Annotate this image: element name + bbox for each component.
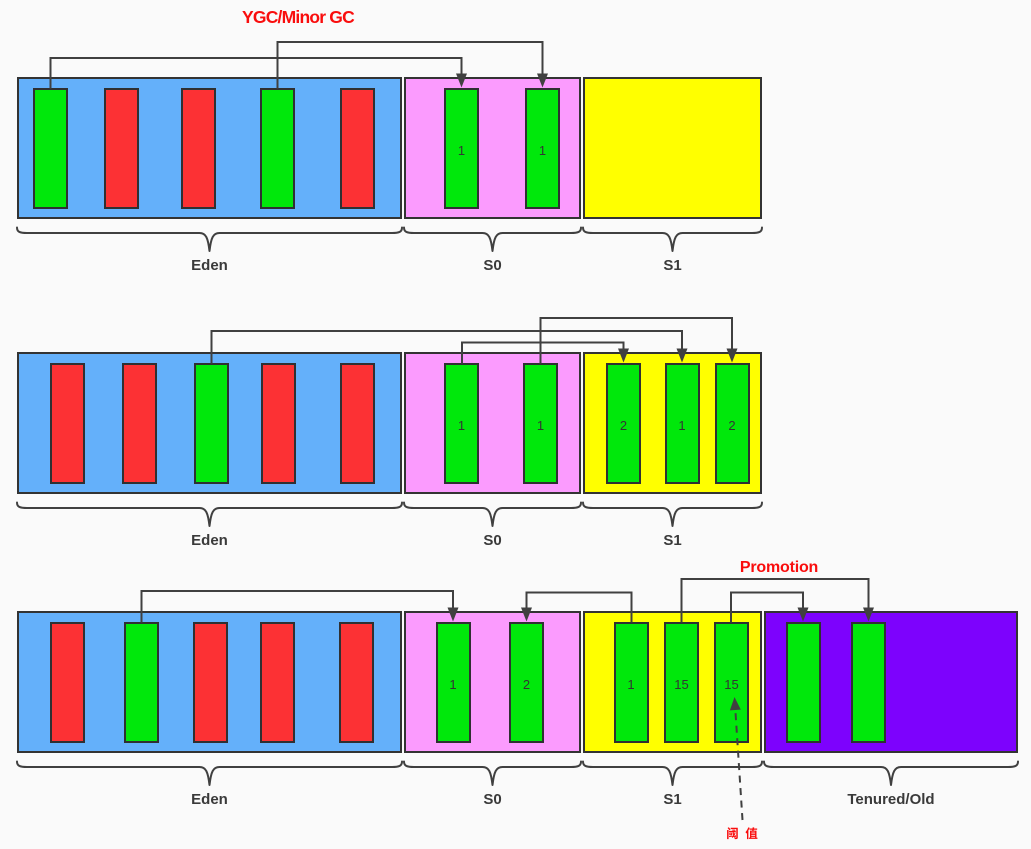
live-object-bar (194, 362, 229, 484)
dead-object-bar (260, 621, 295, 743)
threshold-label (727, 827, 758, 840)
brace-s0-row1 (403, 226, 582, 252)
region-s1-row1 (583, 77, 762, 219)
live-object-bar (851, 621, 886, 743)
brace-s0-row2 (403, 501, 582, 527)
object-age-label: 15 (674, 676, 689, 692)
ygc-minor-gc-label: YGC/Minor GC (242, 7, 355, 27)
region-label-eden-row1: Eden (191, 257, 228, 274)
dead-object-bar (261, 362, 296, 484)
dead-object-bar (50, 362, 85, 484)
object-age-label: 1 (627, 676, 635, 692)
region-label-s0-row1: S0 (483, 257, 502, 274)
live-object-bar: 15 (714, 621, 749, 743)
dead-object-bar (122, 362, 157, 484)
live-object-bar: 1 (435, 621, 471, 743)
live-object-bar: 1 (444, 87, 479, 209)
region-label-eden-row2: Eden (191, 532, 228, 549)
region-label-eden-row3: Eden (191, 791, 228, 808)
dead-object-bar (340, 362, 375, 484)
dead-object-bar (104, 87, 139, 209)
object-age-label: 1 (457, 142, 466, 158)
region-label-s0-row3: S0 (483, 791, 502, 808)
live-object-bar: 1 (664, 362, 700, 484)
live-object-bar: 15 (664, 621, 699, 743)
object-age-label: 1 (538, 142, 547, 158)
promotion-label: Promotion (739, 559, 819, 576)
object-age-label: 2 (728, 417, 736, 433)
dead-object-bar (50, 621, 85, 743)
brace-tenured-row3 (763, 760, 1019, 786)
dead-object-bar (192, 621, 228, 743)
live-object-bar: 2 (606, 362, 641, 484)
live-object-bar: 2 (714, 362, 750, 484)
object-age-label: 2 (522, 676, 531, 692)
region-label-s0-row2: S0 (483, 532, 502, 549)
object-age-label: 1 (678, 417, 686, 433)
live-object-bar: 1 (525, 87, 560, 209)
threshold-label-char (745, 827, 758, 840)
brace-s0-row3 (403, 760, 582, 786)
region-label-s1-row2: S1 (663, 532, 682, 549)
brace-s1-row1 (582, 226, 763, 252)
region-label-s1-row1: S1 (663, 257, 682, 274)
live-object-bar: 1 (613, 621, 649, 743)
brace-s1-row3 (582, 760, 763, 786)
brace-s1-row2 (582, 501, 763, 527)
dead-object-bar (340, 87, 375, 209)
live-object-bar (785, 621, 821, 743)
live-object-bar: 1 (523, 362, 558, 484)
brace-eden-row1 (16, 226, 403, 252)
region-s0-row3 (404, 611, 581, 753)
live-object-bar (33, 87, 68, 209)
object-age-label: 1 (457, 417, 466, 433)
live-object-bar (260, 87, 295, 209)
region-label-tenured-row3: Tenured/Old (847, 791, 935, 808)
live-object-bar (124, 621, 159, 743)
object-age-label: 2 (619, 417, 628, 433)
object-age-label: 15 (724, 676, 739, 692)
region-label-s1-row3: S1 (663, 791, 682, 808)
live-object-bar: 1 (444, 362, 479, 484)
brace-eden-row3 (16, 760, 403, 786)
object-age-label: 1 (536, 417, 545, 433)
threshold-label-char (727, 827, 738, 840)
object-age-label: 1 (449, 676, 457, 692)
dead-object-bar (339, 621, 374, 743)
brace-eden-row2 (16, 501, 403, 527)
live-object-bar: 2 (509, 621, 544, 743)
dead-object-bar (181, 87, 216, 209)
